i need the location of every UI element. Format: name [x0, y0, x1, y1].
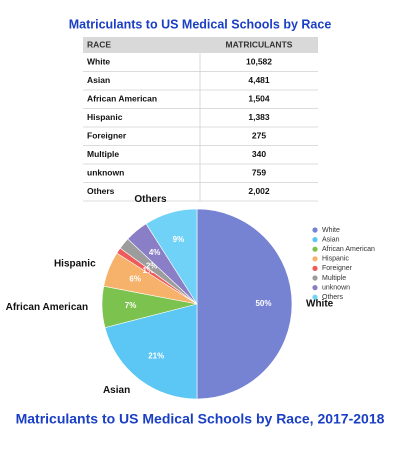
slice-label: Others — [134, 194, 167, 205]
table-cell: Asian — [87, 75, 110, 85]
legend-label: African American — [322, 246, 375, 253]
table-cell: 10,582 — [246, 57, 272, 67]
data-label: 7% — [125, 301, 137, 310]
table-title: Matriculants to US Medical Schools by Ra… — [69, 17, 332, 31]
pie-slice — [196, 208, 293, 400]
data-label: 6% — [129, 275, 141, 284]
legend-marker — [312, 256, 318, 262]
legend-label: White — [322, 227, 340, 234]
legend-label: Others — [322, 294, 344, 301]
legend-label: Asian — [322, 236, 340, 243]
pie-slice — [145, 208, 198, 306]
chart-title: Matriculants to US Medical Schools by Ra… — [16, 411, 385, 427]
legend-marker — [312, 275, 318, 281]
table-cell: Foreigner — [87, 131, 127, 141]
table-header: MATRICULANTS — [226, 39, 293, 49]
legend-marker — [312, 294, 318, 300]
table-header-bg — [83, 37, 318, 53]
table-cell: 4,481 — [248, 75, 270, 85]
table-cell: 1,504 — [248, 94, 270, 104]
table-cell: 1,383 — [248, 112, 270, 122]
slice-label: Asian — [103, 385, 130, 396]
table-cell: Multiple — [87, 149, 119, 159]
data-label: 2% — [146, 262, 158, 271]
data-label: 4% — [149, 248, 161, 257]
slice-label: African American — [6, 302, 88, 313]
table-cell: White — [87, 57, 110, 67]
slice-label: Hispanic — [54, 259, 96, 270]
legend-label: Hispanic — [322, 256, 349, 263]
pie-slice — [104, 303, 198, 400]
data-label: 1% — [143, 266, 155, 275]
table-cell: 340 — [252, 149, 266, 159]
table-cell: unknown — [87, 168, 124, 178]
legend-marker — [312, 237, 318, 243]
table-cell: Others — [87, 186, 115, 196]
table-cell: 275 — [252, 131, 266, 141]
table-cell: African American — [87, 94, 157, 104]
legend-marker — [312, 285, 318, 291]
slice-label: White — [306, 299, 334, 310]
legend-label: unknown — [322, 284, 350, 291]
data-label: 50% — [255, 299, 271, 308]
legend-marker — [312, 246, 318, 252]
table-cell: 759 — [252, 168, 266, 178]
data-label: 21% — [148, 352, 164, 361]
table-cell: 2,002 — [248, 186, 270, 196]
table-cell: Hispanic — [87, 112, 123, 122]
data-label: 9% — [173, 235, 185, 244]
legend-marker — [312, 265, 318, 271]
legend-label: Foreigner — [322, 265, 353, 272]
table-header: RACE — [87, 39, 111, 49]
legend-label: Multiple — [322, 275, 346, 282]
legend-marker — [312, 227, 318, 233]
